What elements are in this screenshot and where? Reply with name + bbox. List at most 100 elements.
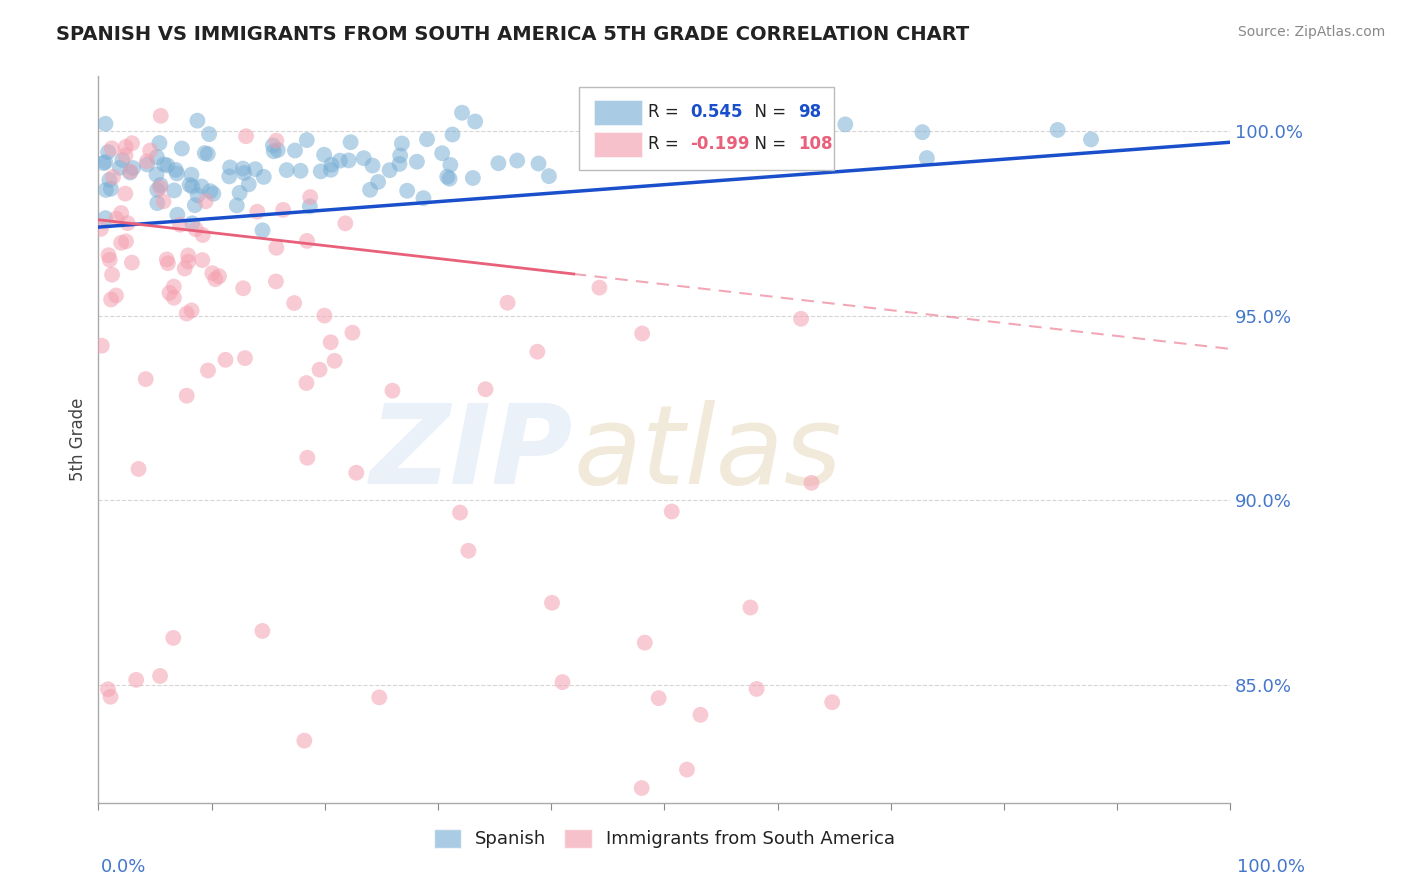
Point <box>181 179 204 194</box>
Point <box>165 162 187 177</box>
Point <box>180 168 202 182</box>
Point <box>551 675 574 690</box>
Point <box>136 157 159 171</box>
Point <box>353 151 375 165</box>
Point <box>169 218 191 232</box>
Point <box>378 163 401 178</box>
Point <box>98 252 121 267</box>
Point <box>233 351 256 365</box>
Point <box>94 117 117 131</box>
Point <box>94 183 117 197</box>
Point <box>449 506 471 520</box>
Text: Source: ZipAtlas.com: Source: ZipAtlas.com <box>1237 25 1385 39</box>
Text: 0.545: 0.545 <box>690 103 742 121</box>
Text: 100.0%: 100.0% <box>1237 858 1305 876</box>
FancyBboxPatch shape <box>595 100 641 125</box>
Point <box>156 256 179 270</box>
Point <box>149 178 172 192</box>
Point <box>149 669 172 683</box>
Point <box>252 223 274 237</box>
Point <box>821 695 844 709</box>
Point <box>295 376 318 390</box>
Point <box>232 161 254 176</box>
Text: -0.199: -0.199 <box>690 136 749 153</box>
Point <box>337 153 360 168</box>
Point <box>801 110 824 124</box>
Point <box>100 690 122 704</box>
Point <box>486 156 509 170</box>
Point <box>97 145 120 159</box>
Point <box>218 169 240 184</box>
Point <box>190 179 212 194</box>
Point <box>439 171 461 186</box>
Point <box>541 596 564 610</box>
Text: 108: 108 <box>797 136 832 153</box>
Point <box>319 335 342 350</box>
Point <box>197 147 219 161</box>
Point <box>745 681 768 696</box>
Point <box>163 279 186 293</box>
Legend: Spanish, Immigrants from South America: Spanish, Immigrants from South America <box>426 822 903 855</box>
Point <box>114 148 136 162</box>
Point <box>163 291 186 305</box>
Point <box>121 255 143 269</box>
Point <box>166 208 188 222</box>
Point <box>187 188 209 202</box>
Point <box>120 164 142 178</box>
Point <box>439 158 461 172</box>
Point <box>93 156 115 170</box>
Text: N =: N = <box>744 136 792 153</box>
Point <box>631 326 654 341</box>
Point <box>264 275 287 289</box>
Point <box>389 148 412 162</box>
Point <box>537 169 560 183</box>
Point <box>177 254 200 268</box>
Point <box>122 161 145 175</box>
Point <box>361 159 384 173</box>
Point <box>344 466 367 480</box>
Point <box>170 141 193 155</box>
Point <box>200 184 222 198</box>
Point <box>436 169 458 184</box>
Point <box>201 266 224 280</box>
Point <box>146 183 169 197</box>
Point <box>191 253 214 268</box>
Point <box>391 136 413 151</box>
Point <box>177 248 200 262</box>
Point <box>238 178 260 192</box>
Point <box>295 133 318 147</box>
Point <box>115 235 138 249</box>
Point <box>634 635 657 649</box>
Point <box>245 162 267 177</box>
Point <box>297 450 319 465</box>
Point <box>101 141 124 155</box>
Point <box>359 183 381 197</box>
Point <box>266 134 288 148</box>
Point <box>233 166 256 180</box>
Point <box>110 206 132 220</box>
Point <box>396 184 419 198</box>
Point <box>108 161 131 175</box>
Point <box>461 171 484 186</box>
Point <box>630 780 652 795</box>
Point <box>204 272 226 286</box>
Point <box>295 234 318 248</box>
Point <box>284 144 307 158</box>
Point <box>90 339 112 353</box>
Point <box>156 252 179 267</box>
Point <box>125 673 148 687</box>
Point <box>329 153 352 168</box>
Point <box>135 372 157 386</box>
Point <box>464 114 486 128</box>
FancyBboxPatch shape <box>595 132 641 156</box>
Text: atlas: atlas <box>574 401 842 508</box>
Point <box>114 186 136 201</box>
Point <box>149 109 172 123</box>
Point <box>148 136 170 150</box>
Text: ZIP: ZIP <box>370 401 574 508</box>
Point <box>314 147 336 161</box>
Point <box>173 261 195 276</box>
Point <box>292 733 315 747</box>
Point <box>152 194 174 209</box>
Point <box>314 309 336 323</box>
